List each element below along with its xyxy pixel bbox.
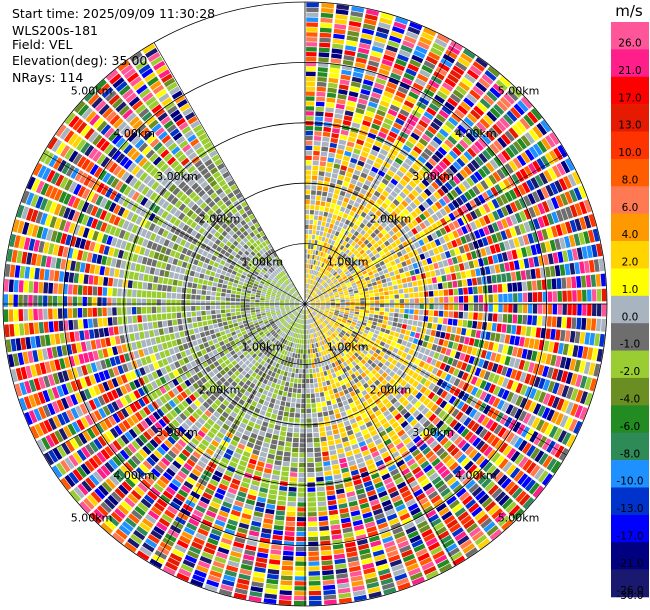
colorbar-band: [611, 22, 649, 50]
colorbar-band: [611, 377, 649, 406]
range-ring-label: 1.00km: [327, 341, 369, 354]
range-ring-label: 3.00km: [412, 426, 454, 439]
colorbar-tick-label: 0.0: [622, 311, 639, 323]
range-ring-label: 3.00km: [156, 170, 198, 183]
range-ring-label: 1.00km: [242, 341, 284, 354]
range-ring-label: 4.00km: [113, 469, 155, 482]
radar-ppi-plot: 1.00km 2.00km 3.00km 4.00km 5.00km 1.00km 2.00…: [2, 1, 608, 607]
range-ring-label: 4.00km: [113, 127, 155, 140]
colorbar-tick-label: -6.0: [620, 421, 641, 433]
colorbar-band: [611, 350, 649, 379]
colorbar-band: [611, 295, 649, 324]
colorbar-tick-label: 26.0: [618, 38, 641, 50]
colorbar-band: [611, 405, 649, 434]
colorbar-band: [611, 460, 649, 488]
colorbar-bands: [611, 22, 649, 598]
range-ring-labels: 1.00km 2.00km 3.00km 4.00km 5.00km 1.00km 2.00…: [71, 85, 540, 525]
colorbar-tick-label: 4.0: [622, 229, 639, 241]
colorbar-band: [611, 213, 649, 242]
colorbar-tick-label: -2.0: [620, 366, 641, 378]
range-ring-label: 2.00km: [199, 383, 241, 396]
colorbar-tick-label: -30.0: [616, 590, 643, 602]
range-ring-label: 5.00km: [498, 512, 540, 525]
range-rings-grid: [2, 1, 608, 607]
nrays-label: NRays: 114: [12, 70, 84, 85]
colorbar-tick-label: 17.0: [618, 92, 641, 104]
elevation-label: Elevation(deg): 35.00: [12, 53, 148, 68]
colorbar-band: [611, 432, 649, 461]
colorbar-band: [611, 104, 649, 132]
colorbar-band: [611, 186, 649, 214]
range-ring-label: 5.00km: [71, 85, 113, 98]
range-ring-label: 1.00km: [327, 255, 369, 268]
colorbar-band: [611, 323, 649, 351]
colorbar-band: [611, 49, 649, 78]
colorbar-tick-label: -8.0: [620, 448, 641, 460]
colorbar-tick-label: 10.0: [618, 147, 641, 159]
range-ring-label: 1.00km: [242, 255, 284, 268]
colorbar-tick-label: -13.0: [616, 503, 643, 515]
colorbar-band: [611, 487, 649, 516]
range-ring-label: 2.00km: [370, 213, 412, 226]
colorbar-band: [611, 241, 649, 269]
colorbar-tick-label: -26.0: [616, 585, 643, 597]
colorbar-tick-label: 1.0: [622, 284, 639, 296]
field-label: Field: VEL: [12, 37, 73, 52]
range-ring-label: 4.00km: [455, 127, 497, 140]
colorbar-tick-labels: 26.0 21.0 17.0 13.0 10.0 8.0 6.0 4.0 2.0 1.0 0.0 -1…: [616, 38, 643, 603]
colorbar-tick-label: -17.0: [616, 530, 643, 542]
colorbar-tick-label: -4.0: [620, 394, 641, 406]
colorbar-tick-label: 13.0: [618, 120, 641, 132]
range-ring-label: 3.00km: [156, 426, 198, 439]
colorbar-tick-label: 6.0: [622, 202, 639, 214]
range-ring-label: 5.00km: [498, 85, 540, 98]
colorbar-tick-label: -21.0: [616, 558, 643, 570]
colorbar-tick-label: 21.0: [618, 65, 641, 77]
range-ring-label: 2.00km: [199, 213, 241, 226]
range-ring-label: 2.00km: [370, 383, 412, 396]
colorbar-band: [611, 76, 649, 105]
colorbar-band: [611, 569, 649, 598]
range-ring-label: 5.00km: [71, 512, 113, 525]
colorbar-band: [611, 542, 649, 570]
range-ring-label: 3.00km: [412, 170, 454, 183]
colorbar-tick-label: 8.0: [622, 174, 639, 186]
instrument-label: WLS200s-181: [12, 23, 98, 38]
colorbar-unit-label: m/s: [615, 2, 643, 20]
colorbar-band: [611, 131, 649, 160]
colorbar-tick-label: -1.0: [620, 339, 641, 351]
colorbar-band: [611, 158, 649, 187]
start-time-label: Start time: 2025/09/09 11:30:28: [12, 6, 216, 21]
colorbar-band: [611, 268, 649, 297]
colorbar-band: [611, 514, 649, 543]
colorbar-tick-label: 2.0: [622, 257, 639, 269]
range-ring-label: 4.00km: [455, 469, 497, 482]
colorbar-tick-label: -10.0: [616, 476, 643, 488]
